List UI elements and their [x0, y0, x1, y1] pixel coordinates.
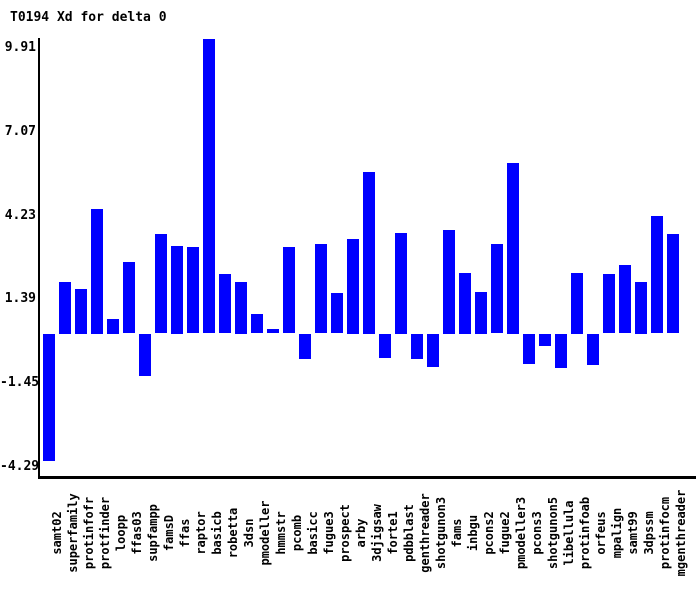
bar-3dpssm — [635, 282, 647, 334]
bar-fams — [443, 230, 455, 334]
bar-protfinder — [91, 209, 103, 334]
x-tick-label-ffas03: ffas03 — [130, 511, 144, 555]
x-tick-label-3dsn: 3dsn — [242, 518, 256, 548]
x-tick-label-fugue2: fugue2 — [498, 511, 512, 555]
x-tick-label-pcons2: pcons2 — [482, 511, 496, 555]
x-tick-label-shotgunon5: shotgunon5 — [546, 496, 560, 570]
x-tick-label-loopp: loopp — [114, 514, 128, 552]
bar-basicb — [203, 39, 215, 333]
x-tick-label-inbgu: inbgu — [466, 514, 480, 552]
bar-genthreader — [411, 334, 423, 359]
bar-basicc — [299, 334, 311, 359]
x-tick-label-basicc: basicc — [306, 511, 320, 555]
bar-raptor — [187, 247, 199, 333]
x-tick-label-pdbblast: pdbblast — [402, 504, 416, 562]
y-axis-line — [38, 38, 40, 478]
bar-loopp — [107, 319, 119, 334]
bar-mgenthreader — [667, 234, 679, 333]
bar-fugue2 — [491, 244, 503, 333]
bar-pcons2 — [475, 292, 487, 334]
chart-title: T0194 Xd for delta 0 — [10, 10, 167, 25]
x-tick-label-superfamily: superfamily — [66, 493, 80, 573]
x-tick-label-fugue3: fugue3 — [322, 511, 336, 555]
bar-samt99 — [619, 265, 631, 333]
bar-protinfofr — [75, 289, 87, 334]
x-tick-label-basicb: basicb — [210, 511, 224, 555]
bar-3djigsaw — [363, 172, 375, 334]
bar-forte1 — [379, 334, 391, 358]
bar-prospect — [331, 293, 343, 333]
x-tick-label-hmmstr: hmmstr — [274, 511, 288, 555]
x-tick-label-samt99: samt99 — [626, 511, 640, 555]
x-tick-label-pcomb: pcomb — [290, 514, 304, 552]
bar-3dsn — [235, 282, 247, 334]
bar-samt02 — [43, 334, 55, 461]
bar-protinfocm — [651, 216, 663, 333]
x-tick-label-libellula: libellula — [562, 500, 576, 566]
bar-robetta — [219, 274, 231, 333]
x-tick-label-pmodeller3: pmodeller3 — [514, 496, 528, 570]
bar-inbgu — [459, 273, 471, 334]
x-tick-label-shotgunon3: shotgunon3 — [434, 496, 448, 570]
x-tick-label-arby: arby — [354, 518, 368, 548]
y-tick-label-4.23: 4.23 — [4, 208, 36, 223]
x-tick-label-pmodeller: pmodeller — [258, 500, 272, 566]
bar-protinfoab — [571, 273, 583, 334]
y-tick-label--1.45: -1.45 — [0, 375, 40, 390]
bar-superfamily — [59, 282, 71, 334]
bar-mpalign — [603, 274, 615, 333]
bar-supfampp — [139, 334, 151, 376]
bar-pmodeller3 — [507, 163, 519, 334]
x-tick-label-robetta: robetta — [226, 507, 240, 559]
bar-hmmstr — [267, 329, 279, 333]
bar-famsD — [155, 234, 167, 333]
bar-shotgunon3 — [427, 334, 439, 367]
bar-ffas — [171, 246, 183, 334]
y-tick-label-7.07: 7.07 — [4, 124, 36, 139]
bar-pcomb — [283, 247, 295, 333]
x-tick-label-samt02: samt02 — [50, 511, 64, 555]
bar-fugue3 — [315, 244, 327, 333]
x-tick-label-famsD: famsD — [162, 514, 176, 552]
bar-shotgunon5 — [539, 334, 551, 346]
x-tick-label-mgenthreader: mgenthreader — [674, 489, 688, 577]
y-tick-label-1.39: 1.39 — [4, 291, 36, 306]
x-tick-label-pcons3: pcons3 — [530, 511, 544, 555]
x-tick-label-protinfofr: protinfofr — [82, 496, 96, 570]
bar-ffas03 — [123, 262, 135, 333]
x-tick-label-3djigsaw: 3djigsaw — [370, 504, 384, 562]
x-tick-label-protinfoab: protinfoab — [578, 496, 592, 570]
bar-pcons3 — [523, 334, 535, 364]
x-tick-label-raptor: raptor — [194, 511, 208, 555]
bar-libellula — [555, 334, 567, 368]
x-tick-label-forte1: forte1 — [386, 511, 400, 555]
y-tick-label--4.29: -4.29 — [0, 459, 40, 474]
x-tick-label-supfampp: supfampp — [146, 504, 160, 562]
bar-pdbblast — [395, 233, 407, 334]
x-tick-label-orfeus: orfeus — [594, 511, 608, 555]
x-tick-label-genthreader: genthreader — [418, 493, 432, 573]
y-tick-label-9.91: 9.91 — [4, 40, 36, 55]
bar-pmodeller — [251, 314, 263, 333]
x-tick-label-mpalign: mpalign — [610, 507, 624, 559]
x-tick-label-prospect: prospect — [338, 504, 352, 562]
x-tick-label-protfinder: protfinder — [98, 496, 112, 570]
x-tick-label-protinfocm: protinfocm — [658, 496, 672, 570]
x-tick-label-fams: fams — [450, 518, 464, 548]
x-axis-line — [38, 476, 696, 479]
x-tick-label-ffas: ffas — [178, 518, 192, 548]
bar-arby — [347, 239, 359, 334]
bar-orfeus — [587, 334, 599, 365]
x-tick-label-3dpssm: 3dpssm — [642, 511, 656, 555]
